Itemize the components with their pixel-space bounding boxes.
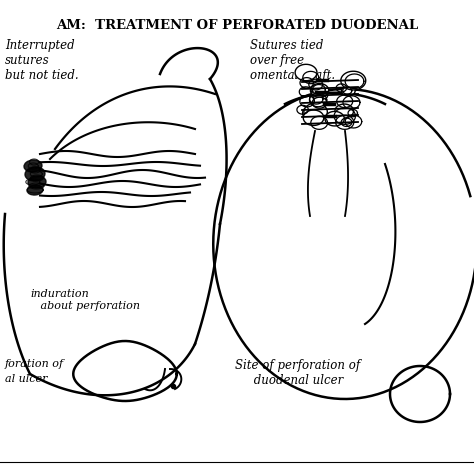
Text: induration
   about perforation: induration about perforation [30, 289, 140, 310]
Text: AM:  TREATMENT OF PERFORATED DUODENAL: AM: TREATMENT OF PERFORATED DUODENAL [56, 19, 418, 32]
Polygon shape [335, 104, 354, 118]
Text: Interrupted
sutures
but not tied.: Interrupted sutures but not tied. [5, 39, 79, 82]
Polygon shape [342, 86, 355, 96]
Text: Sutures tied
over free
omental graft.: Sutures tied over free omental graft. [250, 39, 335, 82]
Text: al ulcer: al ulcer [5, 374, 47, 384]
Polygon shape [313, 89, 328, 100]
Ellipse shape [24, 160, 42, 172]
Polygon shape [295, 64, 317, 81]
Text: Site of perforation of
     duodenal ulcer: Site of perforation of duodenal ulcer [235, 359, 360, 387]
Polygon shape [310, 83, 329, 97]
Polygon shape [325, 111, 344, 126]
Polygon shape [344, 78, 361, 91]
Ellipse shape [25, 167, 45, 181]
Polygon shape [312, 97, 327, 108]
Polygon shape [302, 106, 323, 121]
Ellipse shape [28, 176, 46, 188]
Text: foration of: foration of [5, 359, 64, 369]
Polygon shape [304, 103, 328, 121]
Polygon shape [303, 110, 324, 126]
Polygon shape [341, 71, 366, 90]
Ellipse shape [27, 185, 43, 195]
